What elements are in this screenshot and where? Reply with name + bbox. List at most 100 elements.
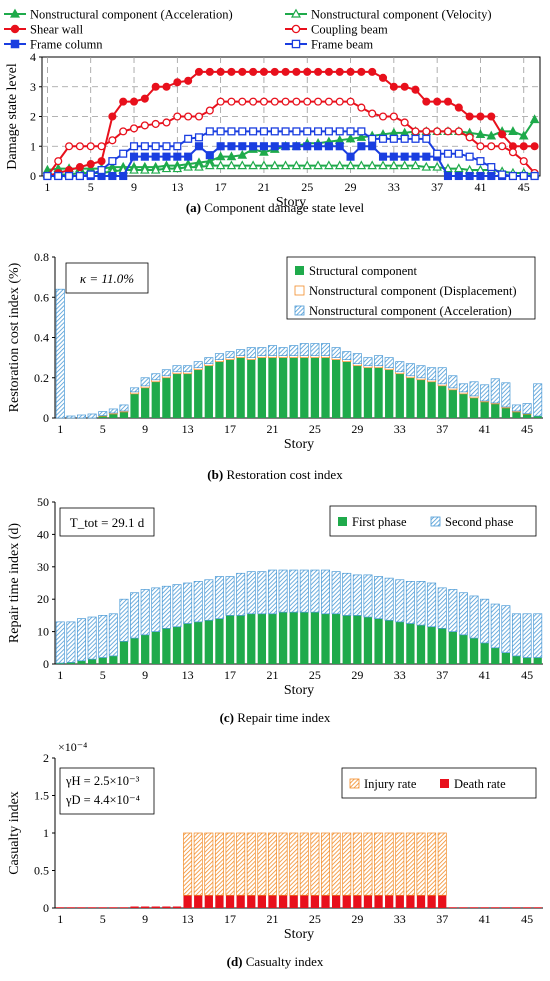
bar-segment (374, 367, 383, 418)
bar-segment (225, 359, 235, 418)
bar-segment (119, 598, 129, 642)
y-tick-label: 40 (37, 527, 49, 541)
data-point (292, 127, 301, 136)
legend-box (341, 767, 537, 799)
data-point (314, 142, 323, 151)
data-point (518, 130, 529, 140)
bar-segment (374, 576, 384, 619)
bar-segment (204, 579, 214, 621)
caption-letter: (c) (220, 710, 234, 725)
x-tick-label: 45 (521, 912, 533, 926)
data-point (249, 97, 258, 106)
data-point (215, 160, 226, 170)
bar-segment (385, 620, 394, 664)
bar-segment (363, 617, 373, 664)
bar-segment (98, 411, 108, 416)
data-point (259, 97, 268, 106)
x-tick-label: 9 (142, 912, 148, 926)
bar-segment (416, 581, 426, 626)
data-point (259, 160, 269, 170)
bar-segment (289, 345, 299, 356)
bar-segment (193, 361, 203, 369)
legend-item: Frame beam (285, 38, 373, 52)
bar-segment (257, 832, 267, 896)
x-tick-label: 21 (266, 668, 278, 682)
data-point (443, 171, 453, 181)
caption-text: Casualty index (243, 954, 324, 969)
legend-marker (290, 8, 302, 18)
data-point (173, 78, 182, 87)
chart-panel-3: 0 10 20 30 40 50 1 5 9 13 17 21 25 29 33 37 41 45 Story Rep… (7, 495, 543, 725)
data-point (335, 142, 344, 151)
bar-segment (352, 574, 362, 616)
data-point (411, 152, 420, 161)
x-tick-label: 41 (479, 668, 491, 682)
data-point (227, 97, 236, 106)
bar-segment (278, 832, 288, 896)
data-point (54, 171, 63, 181)
data-point (161, 163, 172, 173)
data-point (357, 103, 366, 112)
bar-segment (437, 587, 447, 629)
chart-panel-2: 0 0.2 0.4 0.6 0.8 1 5 9 13 17 21 25 29 33 37 41 45 Story R… (7, 250, 543, 482)
legend-swatch (295, 266, 304, 275)
bar-segment (522, 907, 532, 908)
bar-segment (278, 895, 288, 908)
bar-segment (363, 357, 373, 367)
y-tick-label: 3 (30, 80, 36, 94)
bar-segment (98, 907, 107, 908)
data-point (303, 142, 312, 151)
bar-segment (172, 373, 182, 418)
data-point (508, 171, 517, 181)
data-point (389, 152, 398, 161)
x-tick-label: 17 (215, 180, 227, 194)
bar-segment (151, 381, 160, 418)
y-tick-label: 0.4 (34, 331, 49, 345)
bar-segment (533, 415, 542, 418)
x-axis-label: Story (284, 683, 314, 698)
legend-swatch (294, 285, 305, 296)
bar-segment (469, 595, 479, 639)
data-point (498, 170, 507, 179)
data-point (249, 67, 258, 76)
bar-segment (448, 589, 458, 632)
data-point (443, 97, 453, 106)
legend-label: Second phase (445, 515, 514, 529)
bar-segment (374, 355, 384, 367)
data-point (313, 160, 323, 170)
bar-segment (427, 895, 436, 908)
x-tick-label: 29 (351, 912, 363, 926)
series-first-phase (56, 612, 542, 664)
bar-segment (193, 581, 203, 623)
legend-label: Injury rate (364, 777, 417, 791)
data-point (378, 73, 388, 82)
data-point (281, 67, 290, 76)
x-tick-label: 5 (100, 912, 106, 926)
bar-segment (225, 615, 235, 664)
data-point (249, 142, 258, 151)
x-tick-label: 17 (224, 912, 236, 926)
bar-segment (310, 895, 320, 908)
data-point (151, 119, 160, 128)
bar-segment (119, 907, 129, 908)
x-tick-label: 13 (171, 180, 183, 194)
bar-segment (98, 657, 107, 664)
legend-label: Nonstructural component (Velocity) (311, 8, 492, 22)
series-line (47, 144, 535, 177)
legend-marker (291, 39, 301, 49)
data-point (194, 142, 204, 151)
legend-label: First phase (352, 515, 407, 529)
data-point (368, 134, 377, 143)
bar-segment (236, 895, 245, 908)
data-point (184, 76, 193, 85)
x-tick-label: 33 (388, 180, 400, 194)
bar-segment (480, 907, 489, 908)
bar-segment (236, 615, 245, 664)
bar-segment (384, 577, 394, 621)
bar-segment (162, 628, 171, 664)
series-line (47, 118, 536, 172)
bar-segment (109, 907, 118, 908)
bar-segment (119, 404, 129, 412)
data-point (334, 160, 345, 170)
data-point (389, 112, 398, 121)
